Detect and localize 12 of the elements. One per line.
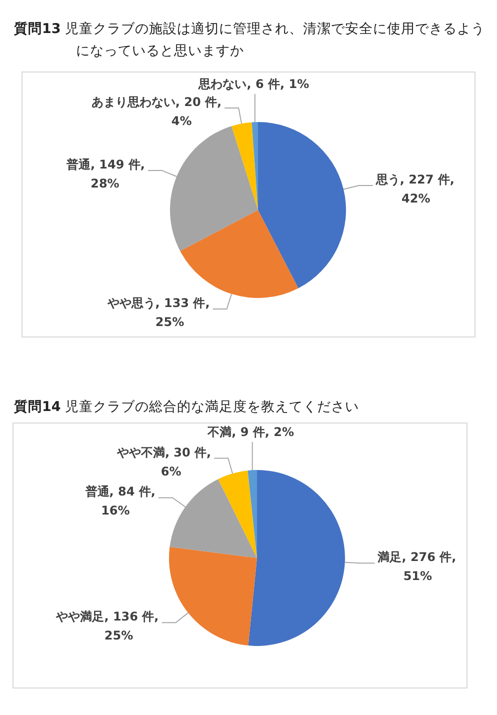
chart-title: 質問14 児童クラブの総合的な満足度を教えてください: [14, 398, 360, 417]
slice-label: やや満足, 136 件, 25%: [55, 610, 159, 643]
slice-label: 普通, 84 件, 16%: [84, 484, 156, 518]
slice-label: あまり思わない, 20 件, 4%: [91, 94, 222, 128]
slice-label: 不満, 9 件, 2%: [206, 425, 294, 439]
slice-label: 満足, 276 件, 51%: [376, 550, 456, 584]
slice-label: 思わない, 6 件, 1%: [198, 76, 310, 91]
slice-label: 普通, 149 件, 28%: [65, 157, 145, 190]
chart-title: 質問13 児童クラブの施設は適切に管理され、清潔で安全に使用できるようになっていると思いますか: [14, 20, 486, 61]
slice-label: 思う, 227 件, 42%: [374, 172, 454, 206]
slice-label: やや不満, 30 件, 6%: [116, 445, 212, 478]
slice-label: やや思う, 133 件, 25%: [106, 296, 210, 330]
